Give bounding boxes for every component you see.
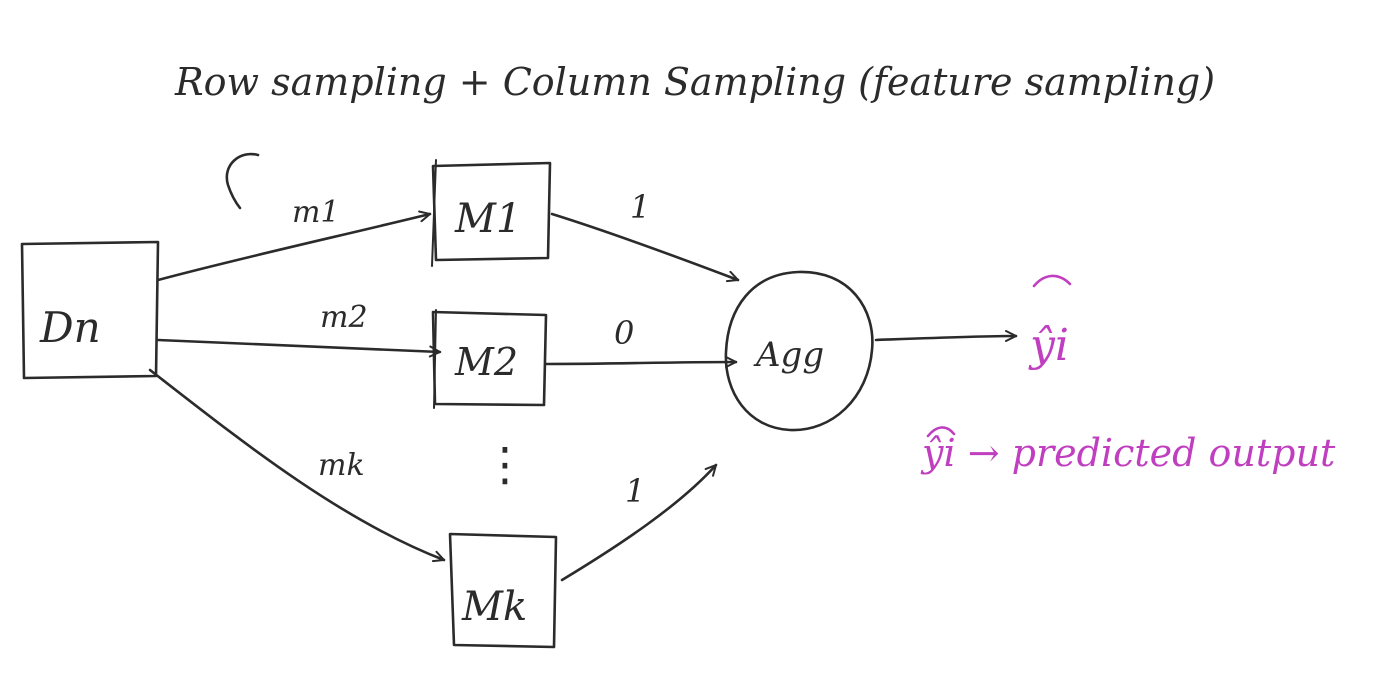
edge-dn-m1	[156, 214, 430, 282]
models-ellipsis: ⋮	[482, 437, 528, 491]
edge-dn-mk	[148, 368, 444, 560]
vote-label-m1: 1	[630, 188, 650, 226]
model-box-mk: Mk	[448, 532, 558, 649]
edge-m2-agg	[544, 362, 738, 364]
output-label: ŷi	[1028, 320, 1069, 371]
model-box-mk-label: Mk	[461, 584, 527, 630]
edge-agg-output	[874, 336, 1018, 340]
edge-dn-m2	[156, 338, 442, 352]
source-node: Dn	[20, 240, 160, 380]
output-node: ŷi	[1028, 274, 1072, 371]
edge-label-m1: m1	[292, 195, 340, 230]
model-box-m2: M2	[431, 309, 548, 409]
vote-label-m2: 0	[614, 314, 634, 352]
model-box-m1: M1	[431, 159, 552, 267]
source-node-label: Dn	[39, 303, 101, 352]
edge-m1-agg	[550, 212, 738, 280]
aggregator-node: Agg	[724, 270, 874, 432]
curl-mark	[225, 152, 260, 210]
model-box-m2-label: M2	[454, 340, 518, 384]
legend: ŷi → predicted output	[920, 426, 1336, 475]
vote-label-mk: 1	[625, 472, 645, 510]
edge-label-mk: mk	[318, 448, 365, 483]
aggregator-label: Agg	[753, 335, 824, 375]
model-box-m1-label: M1	[454, 196, 521, 242]
diagram-title: Row sampling + Column Sampling (feature …	[174, 60, 1215, 104]
edge-label-m2: m2	[320, 300, 368, 335]
edge-mk-agg	[560, 465, 716, 582]
legend-text: ŷi → predicted output	[920, 431, 1336, 475]
